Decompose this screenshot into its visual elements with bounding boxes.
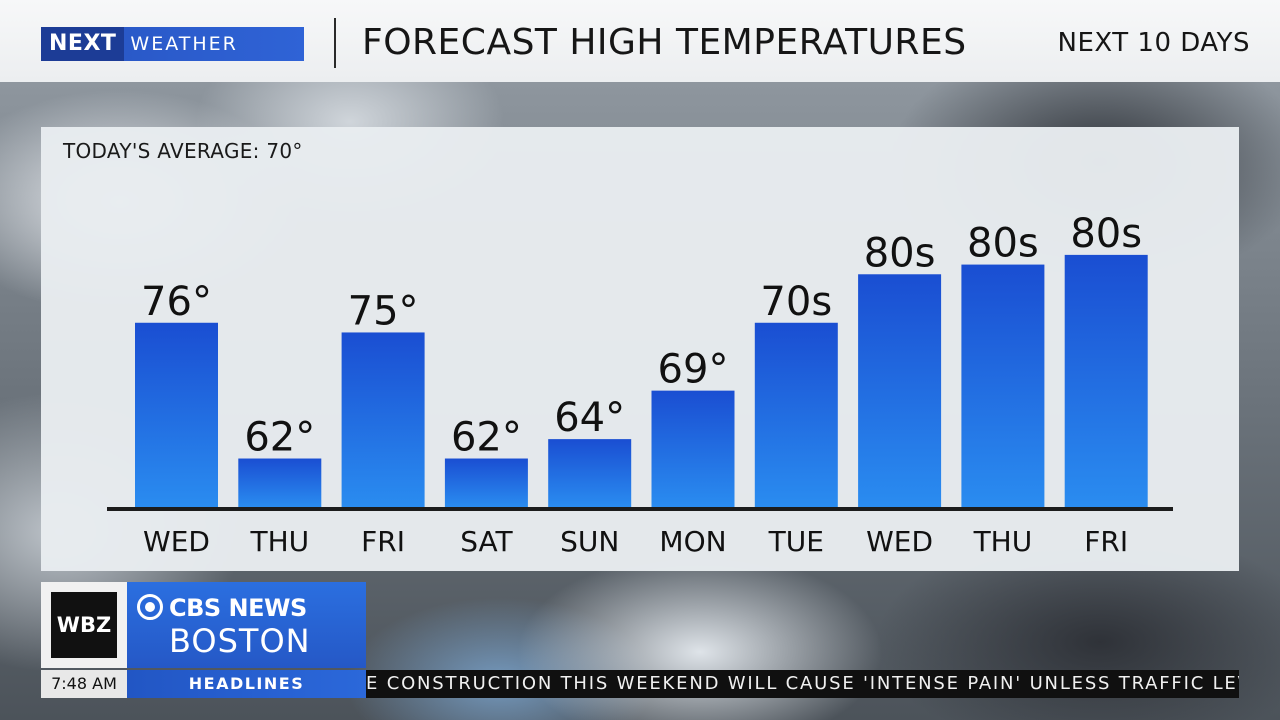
bar-wed-0 <box>135 322 218 507</box>
wbz-logo-text: WBZ <box>51 592 117 658</box>
data-label: 80s <box>864 230 936 276</box>
bar-sat-3 <box>444 458 528 507</box>
bar-wed-7 <box>858 274 942 507</box>
ticker-section: HEADLINES <box>127 670 366 698</box>
header-bar: NEXT WEATHER FORECAST HIGH TEMPERATURES … <box>0 0 1280 82</box>
wbz-logo: WBZ <box>41 582 127 668</box>
news-ticker: 7:48 AM HEADLINES E CONSTRUCTION THIS WE… <box>41 670 1239 698</box>
cbs-eye-icon <box>137 594 163 620</box>
data-label: 70s <box>760 279 832 325</box>
bar-fri-9 <box>1064 254 1148 507</box>
bar-fri-2 <box>341 332 425 507</box>
next-weather-logo: NEXT WEATHER <box>41 27 304 61</box>
data-label: 75° <box>348 288 419 334</box>
average-label: TODAY'S AVERAGE: 70° <box>63 139 303 163</box>
logo-weather-text: WEATHER <box>124 27 304 61</box>
category-label: MON <box>659 525 726 558</box>
page-subtitle: NEXT 10 DAYS <box>1057 28 1250 58</box>
bar-mon-5 <box>651 390 735 507</box>
category-label: FRI <box>1084 525 1128 558</box>
category-label: FRI <box>361 525 405 558</box>
chart-panel: TODAY'S AVERAGE: 70° 76° WED 62° THU 75° FRI 6… <box>41 127 1239 571</box>
logo-next-text: NEXT <box>41 27 125 61</box>
data-label: 76° <box>141 279 212 325</box>
category-label: WED <box>866 525 933 558</box>
data-label: 80s <box>967 221 1039 267</box>
category-label: THU <box>249 525 309 558</box>
city-name: BOSTON <box>169 622 311 660</box>
data-label: 64° <box>554 395 625 441</box>
category-label: TUE <box>768 525 824 558</box>
category-label: THU <box>973 525 1033 558</box>
bar-tue-6 <box>754 322 838 507</box>
cbs-news-boston-logo: CBS NEWS BOSTON <box>127 582 366 668</box>
network-name: CBS NEWS <box>169 594 307 622</box>
ticker-time: 7:48 AM <box>41 670 127 698</box>
category-label: SUN <box>560 525 619 558</box>
data-label: 80s <box>1070 211 1142 257</box>
bar-sun-4 <box>548 439 632 507</box>
ticker-headline: E CONSTRUCTION THIS WEEKEND WILL CAUSE '… <box>366 673 1239 694</box>
page-title: FORECAST HIGH TEMPERATURES <box>362 22 967 63</box>
data-label: 69° <box>658 347 729 393</box>
bar-thu-8 <box>961 264 1045 507</box>
header-divider <box>334 18 336 68</box>
category-label: WED <box>143 525 210 558</box>
bar-thu-1 <box>238 458 322 507</box>
data-label: 62° <box>244 415 315 461</box>
bar-chart: 76° WED 62° THU 75° FRI 62° SAT 64° SUN 69° MON 70s T… <box>107 211 1173 558</box>
data-label: 62° <box>451 415 522 461</box>
category-label: SAT <box>460 525 513 558</box>
